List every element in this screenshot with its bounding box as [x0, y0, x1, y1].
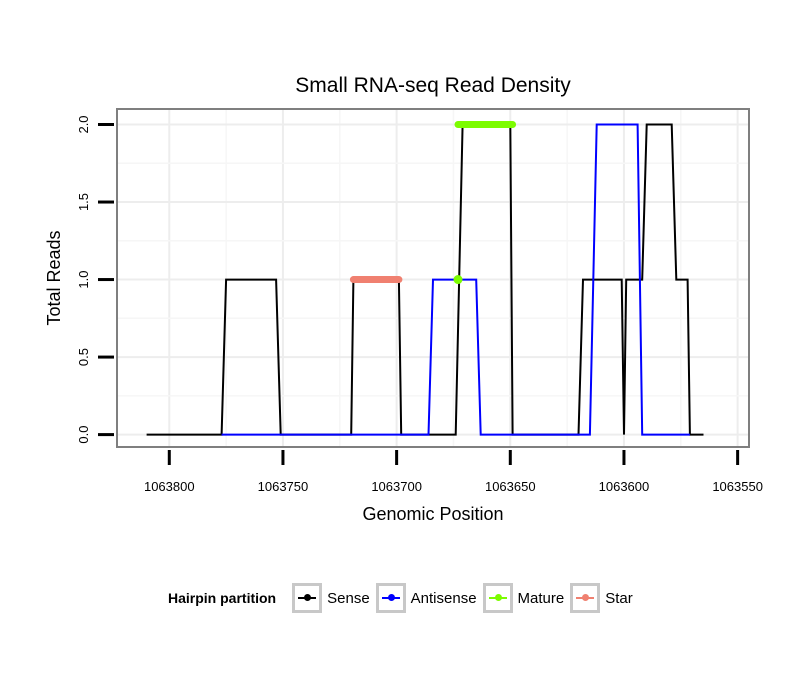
- y-tick-label: 2.0: [76, 115, 91, 133]
- legend-key-antisense: [375, 583, 406, 613]
- y-axis-label: Total Reads: [44, 230, 64, 325]
- legend-item-antisense: Antisense: [375, 583, 477, 613]
- y-tick-label: 0.5: [76, 348, 91, 366]
- y-tick-label: 1.0: [76, 271, 91, 289]
- x-tick-label: 1063750: [258, 479, 309, 494]
- y-tick-label: 0.0: [76, 426, 91, 444]
- x-tick-label: 1063650: [485, 479, 536, 494]
- chart-title: Small RNA-seq Read Density: [295, 74, 571, 97]
- legend-label-sense: Sense: [327, 589, 370, 607]
- axis-layer: 1063800 1063750 1063700 1063650 1063600 10635…: [76, 115, 763, 494]
- x-axis-label: Genomic Position: [362, 504, 503, 524]
- legend-item-sense: Sense: [292, 583, 370, 613]
- legend-label-mature: Mature: [517, 589, 565, 607]
- x-tick-label: 1063700: [371, 479, 422, 494]
- plot-panel-border: [116, 108, 750, 448]
- series-point-mature: [453, 275, 463, 285]
- legend-item-mature: Mature: [482, 583, 565, 613]
- legend: Hairpin partition Sense Antisense Mature…: [168, 578, 639, 618]
- x-tick-label: 1063600: [599, 479, 650, 494]
- legend-key-mature: [482, 583, 513, 613]
- legend-key-sense: [292, 583, 323, 613]
- grid-layer: [117, 109, 749, 447]
- legend-label-star: Star: [605, 589, 633, 607]
- series-layer: [146, 121, 704, 436]
- legend-label-antisense: Antisense: [410, 589, 477, 607]
- x-tick-label: 1063800: [144, 479, 195, 494]
- legend-item-star: Star: [570, 583, 633, 613]
- x-tick-label: 1063550: [712, 479, 763, 494]
- series-line-antisense: [221, 123, 690, 436]
- legend-key-star: [570, 583, 601, 613]
- legend-title: Hairpin partition: [168, 590, 277, 606]
- y-tick-label: 1.5: [76, 193, 91, 211]
